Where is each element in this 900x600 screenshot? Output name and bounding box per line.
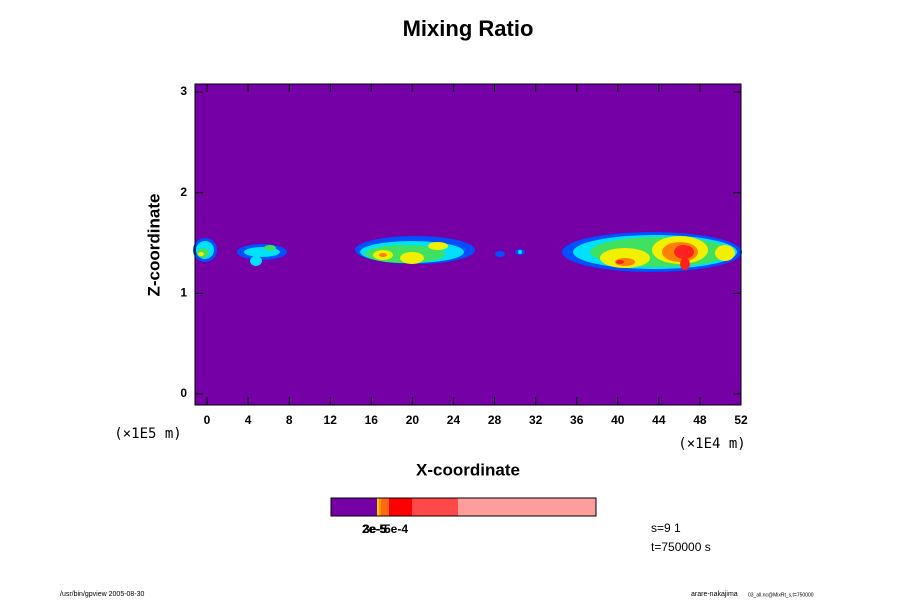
colorbar-segment	[389, 498, 412, 516]
colorbar-label: 3e-5	[363, 522, 387, 536]
annotation: t=750000 s	[651, 540, 711, 554]
x-tick-label: 8	[286, 413, 293, 427]
y-axis-label: Z-coordinate	[144, 194, 163, 297]
y-unit: (×1E5 m)	[114, 426, 181, 442]
x-tick-label: 48	[693, 413, 707, 427]
contour-field	[193, 232, 742, 272]
x-tick-label: 16	[365, 413, 379, 427]
colorbar-segment	[377, 498, 379, 516]
colorbar-segment	[331, 498, 377, 516]
footer-left: /usr/bin/gpview 2005-08-30	[60, 591, 145, 598]
colorbar-segment	[379, 498, 381, 516]
x-tick-label: 0	[204, 413, 211, 427]
x-tick-label: 4	[245, 413, 252, 427]
x-tick-label: 40	[611, 413, 625, 427]
y-tick-label: 1	[180, 285, 187, 299]
colorbar: 2e-53e-55e-4	[330, 497, 597, 536]
x-tick-label: 24	[447, 413, 461, 427]
x-tick-label: 32	[529, 413, 543, 427]
frame	[194, 83, 742, 406]
x-unit: (×1E4 m)	[678, 436, 745, 452]
colorbar-segment	[412, 498, 458, 516]
x-tick-label: 52	[734, 413, 748, 427]
colorbar-segment	[458, 498, 596, 516]
footer-right-small: 03_all.nc@MixRt_s,t=750000	[748, 592, 814, 598]
colorbar-label: 2e-5	[362, 522, 386, 536]
footer-right: arare-nakajima	[691, 591, 738, 598]
x-tick-label: 20	[406, 413, 420, 427]
y-tick-label: 3	[180, 84, 187, 98]
colorbar-frame	[330, 497, 597, 517]
colorbar-label: 5e-4	[384, 522, 408, 536]
x-tick-label: 12	[324, 413, 338, 427]
x-tick-label: 28	[488, 413, 502, 427]
chart-title: Mixing Ratio	[403, 16, 534, 41]
y-tick-label: 0	[180, 386, 187, 400]
x-tick-label: 36	[570, 413, 584, 427]
annotation: s=9 1	[651, 521, 681, 535]
x-tick-label: 44	[652, 413, 666, 427]
colorbar-segment	[381, 498, 389, 516]
y-tick-label: 2	[180, 185, 187, 199]
x-axis-label: X-coordinate	[416, 460, 520, 479]
